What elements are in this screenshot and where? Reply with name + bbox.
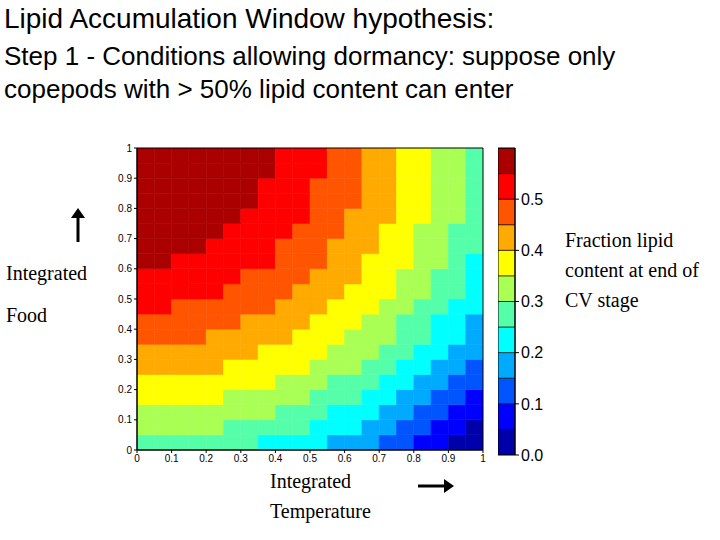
svg-text:0.5: 0.5	[118, 294, 132, 305]
svg-text:0.5: 0.5	[521, 191, 543, 208]
svg-text:0: 0	[126, 445, 132, 456]
svg-text:0.9: 0.9	[118, 173, 132, 184]
svg-text:0.1: 0.1	[118, 414, 132, 425]
html-text:Step 1 - Conditions allowing d: Step 1 - Conditions allowing dormancy: s…	[4, 41, 616, 104]
svg-text:0.9: 0.9	[441, 453, 455, 464]
svg-text:0.1: 0.1	[521, 396, 543, 413]
svg-text:1: 1	[480, 453, 486, 464]
svg-text:0.2: 0.2	[521, 344, 543, 361]
svg-text:0.4: 0.4	[268, 453, 282, 464]
svg-text:0.3: 0.3	[118, 354, 132, 365]
svg-text:0.6: 0.6	[118, 263, 132, 274]
svg-text:0.3: 0.3	[234, 453, 248, 464]
svg-text:0.7: 0.7	[372, 453, 386, 464]
html-text:Integrated Food: Integrated Food	[6, 262, 88, 326]
svg-text:0.2: 0.2	[199, 453, 213, 464]
html-text:Fraction lipid content at end: Fraction lipid content at end of CV stag…	[565, 229, 699, 311]
svg-text:0: 0	[134, 453, 140, 464]
svg-text:0.6: 0.6	[338, 453, 352, 464]
svg-text:0.0: 0.0	[521, 447, 543, 464]
svg-text:0.7: 0.7	[118, 233, 132, 244]
html-text:Lipid Accumulation Window hypo: Lipid Accumulation Window hypothesis:	[4, 3, 495, 34]
svg-text:0.3: 0.3	[521, 293, 543, 310]
svg-text:0.8: 0.8	[407, 453, 421, 464]
html-text:Integrated Temperature: Integrated Temperature	[270, 470, 371, 522]
svg-text:0.4: 0.4	[521, 242, 543, 259]
svg-text:1: 1	[126, 143, 132, 154]
svg-text:0.4: 0.4	[118, 324, 132, 335]
svg-text:0.5: 0.5	[303, 453, 317, 464]
svg-text:0.8: 0.8	[118, 203, 132, 214]
svg-text:0.2: 0.2	[118, 384, 132, 395]
svg-text:0.1: 0.1	[165, 453, 179, 464]
